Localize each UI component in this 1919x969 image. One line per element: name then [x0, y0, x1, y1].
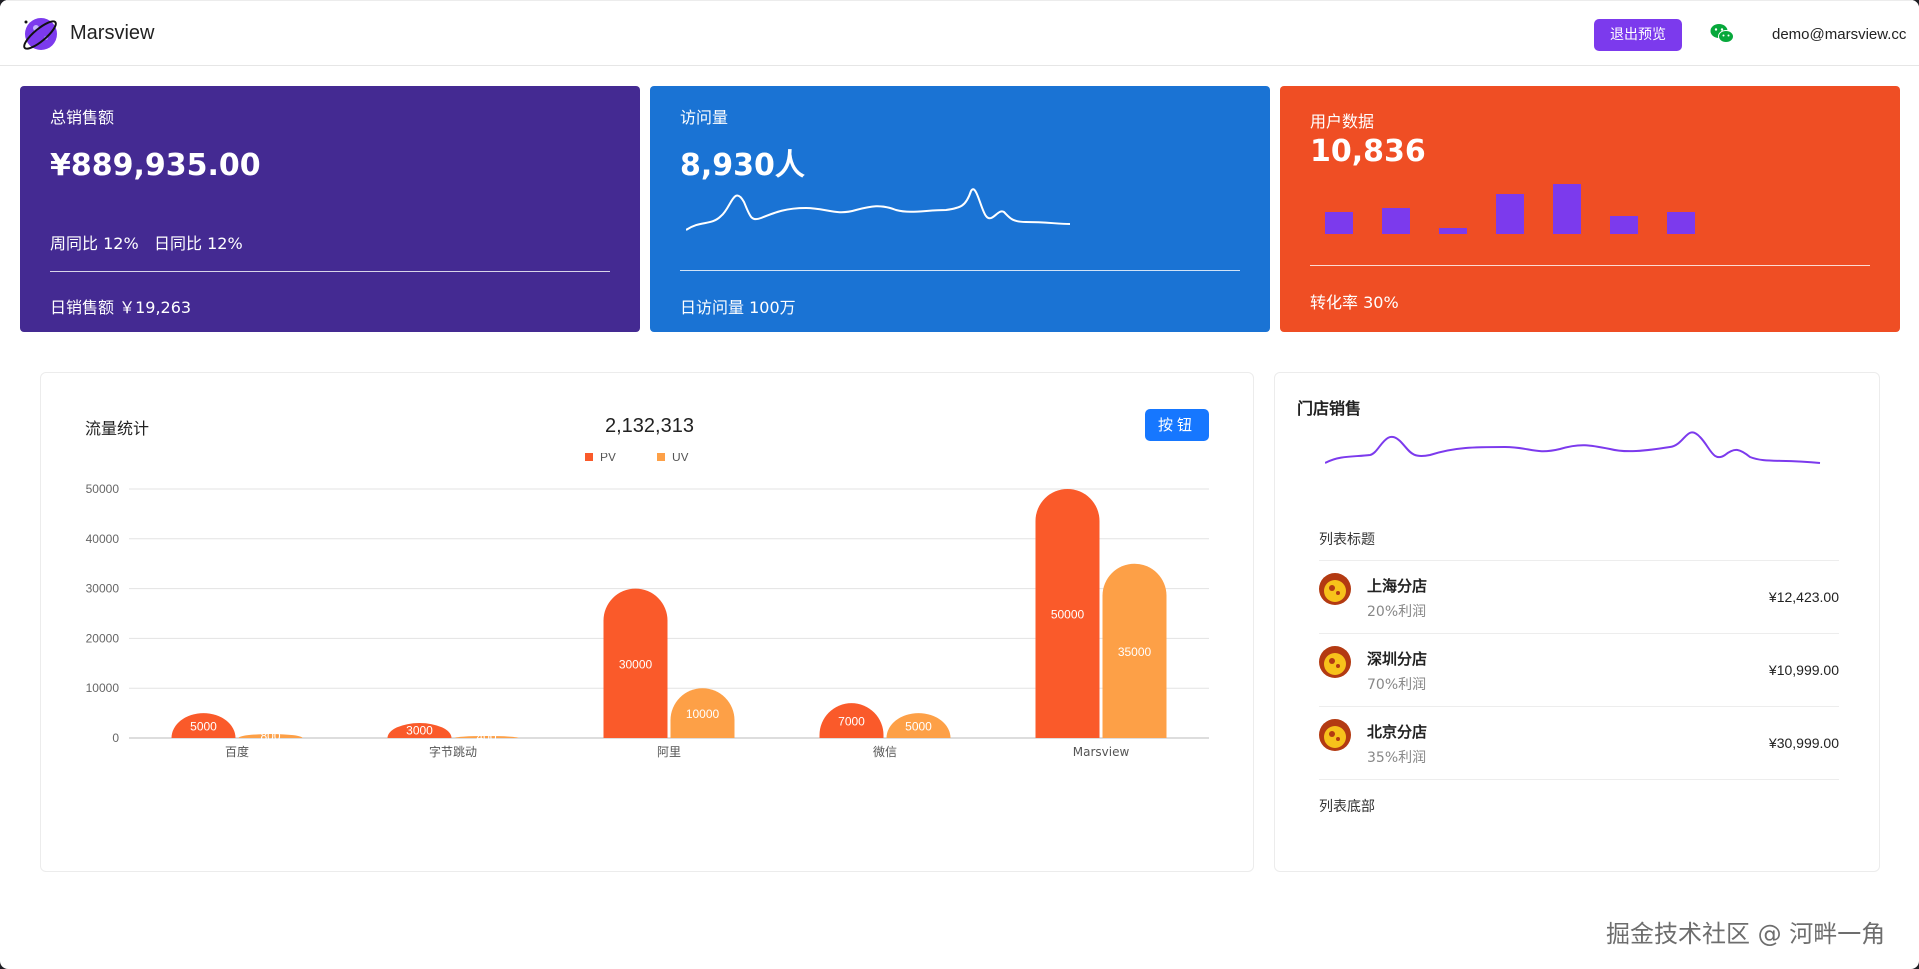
visits-card: 访问量 8,930人 日访问量 100万	[650, 86, 1270, 332]
legend-swatch	[585, 453, 593, 461]
traffic-bar-chart: PV UV 0 10000 20000 30000 40000 50000 5000 800 百度 3…	[86, 453, 1209, 759]
mini-bar	[1610, 216, 1638, 234]
store-sparkline	[1325, 431, 1821, 464]
bar-value-label: 35000	[1118, 645, 1152, 659]
store-name: 上海分店	[1367, 577, 1428, 595]
chart-bar	[670, 688, 735, 738]
chart-bar	[171, 713, 236, 738]
store-name: 深圳分店	[1367, 650, 1428, 668]
day-compare: 日同比 12%	[154, 234, 243, 253]
y-tick-label: 40000	[86, 532, 120, 546]
store-revenue: ¥12,423.00	[1768, 589, 1839, 605]
y-tick-label: 20000	[86, 631, 120, 645]
list-item[interactable]: 深圳分店 70%利润 ¥10,999.00	[1319, 633, 1839, 706]
card-divider	[1310, 265, 1870, 266]
chart-bar	[886, 713, 951, 738]
bar-value-label: 7000	[838, 715, 865, 729]
total-sales-card: 总销售额 ¥889,935.00 周同比 12% 日同比 12% 日销售额 ￥1…	[20, 86, 640, 332]
traffic-title: 流量统计	[85, 419, 150, 438]
x-tick-label: 字节跳动	[429, 744, 477, 759]
card-value: ¥889,935.00	[50, 148, 261, 183]
bar-value-label: 10000	[686, 707, 720, 721]
store-sales-panel: 门店销售 列表标题 上海分店 20%利润 ¥12,423.00	[1274, 372, 1880, 872]
chart-bar	[1035, 489, 1100, 738]
chart-bar	[603, 588, 668, 738]
bar-value-label: 400	[476, 730, 496, 744]
legend-swatch	[657, 453, 665, 461]
store-list: 上海分店 20%利润 ¥12,423.00 深圳分店 70%利润 ¥10,999…	[1319, 560, 1839, 829]
store-profit: 35%利润	[1367, 750, 1427, 766]
store-profit: 20%利润	[1367, 604, 1427, 620]
exit-preview-button[interactable]: 退出预览	[1594, 19, 1682, 51]
y-tick-label: 50000	[86, 482, 120, 496]
list-item[interactable]: 北京分店 35%利润 ¥30,999.00	[1319, 706, 1839, 779]
card-value: 10,836	[1310, 134, 1426, 169]
card-label: 用户数据	[1310, 112, 1375, 131]
chart-bar	[454, 736, 519, 738]
bar-value-label: 5000	[905, 720, 932, 734]
chart-bar	[1102, 563, 1167, 738]
top-header: Marsview 退出预览 demo@marsview.cc	[0, 0, 1919, 66]
store-name: 北京分店	[1367, 723, 1428, 741]
mini-bar	[1553, 184, 1581, 234]
store-avatar-icon	[1319, 646, 1351, 678]
x-tick-label: 百度	[225, 744, 249, 759]
chart-bar	[819, 703, 884, 738]
store-avatar-icon	[1319, 719, 1351, 751]
planet-logo-icon[interactable]	[20, 14, 60, 54]
visits-sparkline	[686, 188, 1071, 231]
chart-bar	[238, 734, 303, 738]
action-button[interactable]: 按钮	[1145, 409, 1209, 441]
chart-bar	[387, 723, 452, 738]
card-divider	[680, 270, 1240, 271]
legend-label: UV	[672, 453, 689, 464]
card-divider	[50, 271, 610, 272]
bar-value-label: 800	[260, 729, 280, 743]
y-tick-label: 0	[112, 731, 119, 745]
bar-value-label: 30000	[619, 657, 653, 671]
list-footer-label: 列表底部	[1319, 799, 1375, 815]
mini-bar	[1325, 212, 1353, 234]
mini-bar	[1439, 228, 1467, 234]
card-value: 8,930人	[680, 148, 805, 183]
traffic-panel: 流量统计 2,132,313 按钮 PV UV 0 10000 20000 30000 40…	[40, 372, 1254, 872]
bar-value-label: 50000	[1051, 608, 1085, 622]
card-footer: 转化率 30%	[1310, 293, 1399, 312]
mini-bar	[1496, 194, 1524, 234]
list-footer: 列表底部	[1319, 779, 1839, 829]
list-item[interactable]: 上海分店 20%利润 ¥12,423.00	[1319, 560, 1839, 633]
card-footer: 日销售额 ￥19,263	[50, 298, 192, 317]
store-revenue: ¥30,999.00	[1768, 735, 1839, 751]
y-tick-label: 30000	[86, 582, 120, 596]
traffic-total: 2,132,313	[605, 415, 694, 437]
x-tick-label: Marsview	[1073, 745, 1130, 759]
legend-label: PV	[600, 453, 616, 464]
store-revenue: ¥10,999.00	[1768, 662, 1839, 678]
store-profit: 70%利润	[1367, 677, 1427, 693]
bar-value-label: 3000	[406, 724, 433, 738]
card-label: 总销售额	[50, 108, 115, 127]
store-avatar-icon	[1319, 573, 1351, 605]
brand-name: Marsview	[70, 22, 155, 44]
y-tick-label: 10000	[86, 681, 120, 695]
users-mini-bars	[1325, 184, 1695, 234]
list-header: 列表标题	[1319, 532, 1375, 548]
user-email[interactable]: demo@marsview.cc	[1772, 26, 1907, 43]
x-tick-label: 阿里	[657, 745, 681, 759]
user-data-card: 用户数据 10,836 转化率 30%	[1280, 86, 1900, 332]
watermark: 掘金技术社区 @ 河畔一角	[1606, 920, 1886, 948]
mini-bar	[1667, 212, 1695, 234]
card-label: 访问量	[680, 108, 729, 127]
x-tick-label: 微信	[873, 745, 897, 759]
wechat-icon[interactable]	[1710, 23, 1734, 45]
bar-value-label: 5000	[190, 720, 217, 734]
mini-bar	[1382, 208, 1410, 234]
week-compare: 周同比 12%	[50, 234, 139, 253]
card-footer: 日访问量 100万	[680, 298, 796, 317]
store-title: 门店销售	[1297, 399, 1362, 418]
